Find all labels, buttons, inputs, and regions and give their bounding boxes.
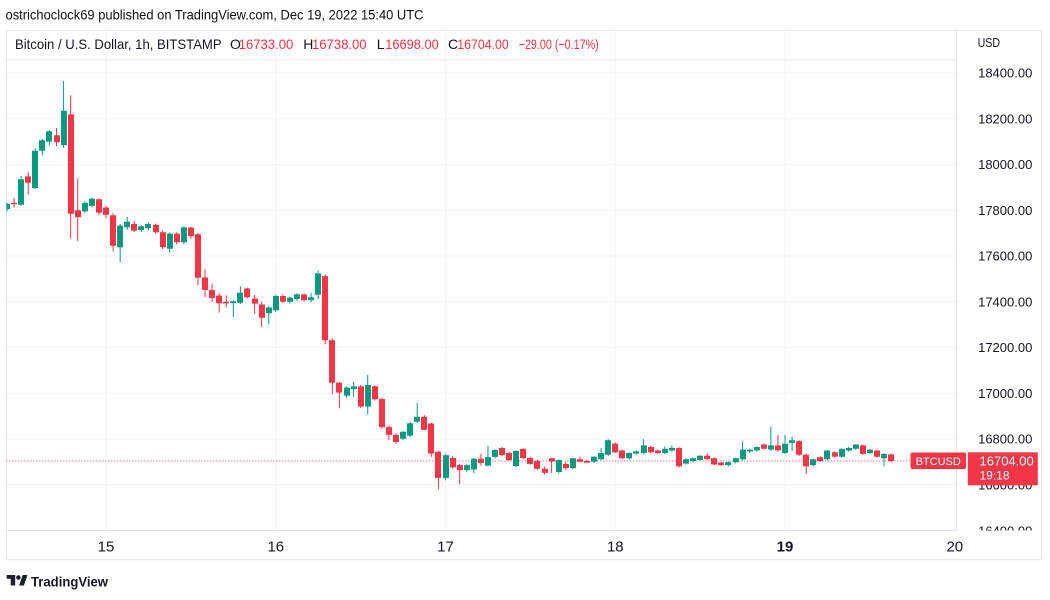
svg-text:17400.00: 17400.00: [978, 295, 1032, 310]
svg-text:16: 16: [267, 539, 284, 556]
svg-text:16733.00: 16733.00: [239, 36, 294, 52]
svg-text:16738.00: 16738.00: [312, 36, 367, 52]
svg-text:BTCUSD: BTCUSD: [916, 456, 961, 468]
svg-text:16698.00: 16698.00: [385, 36, 439, 52]
svg-text:H: H: [303, 36, 313, 52]
svg-text:17000.00: 17000.00: [978, 386, 1032, 401]
svg-text:TradingView: TradingView: [31, 574, 108, 590]
svg-text:17200.00: 17200.00: [978, 340, 1032, 355]
svg-text:17: 17: [437, 539, 454, 556]
svg-text:16704.00: 16704.00: [457, 36, 509, 52]
svg-text:16400.00: 16400.00: [978, 523, 1032, 538]
svg-text:18: 18: [607, 539, 624, 556]
svg-text:C: C: [448, 36, 458, 52]
svg-text:20: 20: [946, 539, 963, 556]
svg-text:17800.00: 17800.00: [978, 203, 1032, 218]
svg-text:−29.00 (−0.17%): −29.00 (−0.17%): [519, 36, 599, 52]
svg-text:15: 15: [98, 539, 115, 556]
svg-text:L: L: [377, 36, 385, 52]
svg-text:18400.00: 18400.00: [978, 66, 1032, 81]
svg-text:O: O: [230, 36, 241, 52]
svg-text:19: 19: [777, 539, 794, 556]
svg-text:Bitcoin / U.S. Dollar, 1h, BIT: Bitcoin / U.S. Dollar, 1h, BITSTAMP: [15, 36, 222, 52]
svg-text:ostrichoclock69 published on T: ostrichoclock69 published on TradingView…: [6, 7, 424, 23]
svg-text:USD: USD: [978, 35, 1001, 50]
svg-text:17600.00: 17600.00: [978, 249, 1032, 264]
svg-text:16800.00: 16800.00: [978, 432, 1032, 447]
svg-text:18200.00: 18200.00: [978, 111, 1032, 126]
svg-text:19:18: 19:18: [980, 469, 1010, 483]
svg-text:16704.00: 16704.00: [980, 454, 1034, 469]
svg-text:18000.00: 18000.00: [978, 157, 1032, 172]
